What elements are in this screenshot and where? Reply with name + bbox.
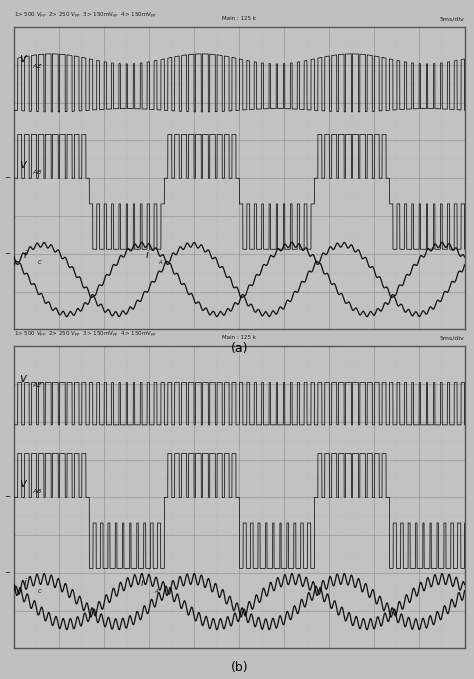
Text: Main : 125 k: Main : 125 k bbox=[222, 335, 256, 340]
Text: $_{AZ}$: $_{AZ}$ bbox=[32, 381, 43, 390]
Text: ─: ─ bbox=[6, 570, 9, 576]
Text: 1> 500 $V_{pp}$  2> 250 $V_{pp}$  3> 150mV$_{pp}$  4> 150mV$_{pp}$: 1> 500 $V_{pp}$ 2> 250 $V_{pp}$ 3> 150mV… bbox=[14, 330, 157, 340]
Text: 1> 500 $V_{pp}$  2> 250 $V_{pp}$  3> 150mV$_{pp}$  4> 150mV$_{pp}$: 1> 500 $V_{pp}$ 2> 250 $V_{pp}$ 3> 150mV… bbox=[14, 11, 157, 21]
Text: $i$: $i$ bbox=[23, 576, 28, 588]
Text: ─: ─ bbox=[6, 251, 9, 257]
Text: (a): (a) bbox=[231, 342, 248, 354]
Text: (b): (b) bbox=[230, 661, 248, 674]
Text: $i$: $i$ bbox=[140, 576, 145, 588]
Text: $v$: $v$ bbox=[18, 52, 28, 65]
Text: $i$: $i$ bbox=[23, 248, 28, 260]
Text: $v$: $v$ bbox=[18, 371, 28, 384]
Text: ─: ─ bbox=[6, 175, 9, 181]
Text: $i$: $i$ bbox=[145, 248, 150, 260]
Text: $_A$: $_A$ bbox=[158, 258, 164, 268]
Text: $v$: $v$ bbox=[18, 158, 28, 171]
Text: $v$: $v$ bbox=[18, 477, 28, 490]
Text: $_C$: $_C$ bbox=[36, 587, 43, 595]
Text: Main : 125 k: Main : 125 k bbox=[222, 16, 256, 21]
Text: $_{AB}$: $_{AB}$ bbox=[32, 487, 43, 496]
Text: ─: ─ bbox=[6, 494, 9, 500]
Text: $_{AZ}$: $_{AZ}$ bbox=[32, 62, 43, 71]
Text: $_{AB}$: $_{AB}$ bbox=[32, 168, 43, 177]
Text: $_C$: $_C$ bbox=[36, 258, 43, 268]
Text: 5ms/div: 5ms/div bbox=[440, 16, 465, 21]
Text: 5ms/div: 5ms/div bbox=[440, 335, 465, 340]
Text: $_A$: $_A$ bbox=[154, 587, 159, 595]
